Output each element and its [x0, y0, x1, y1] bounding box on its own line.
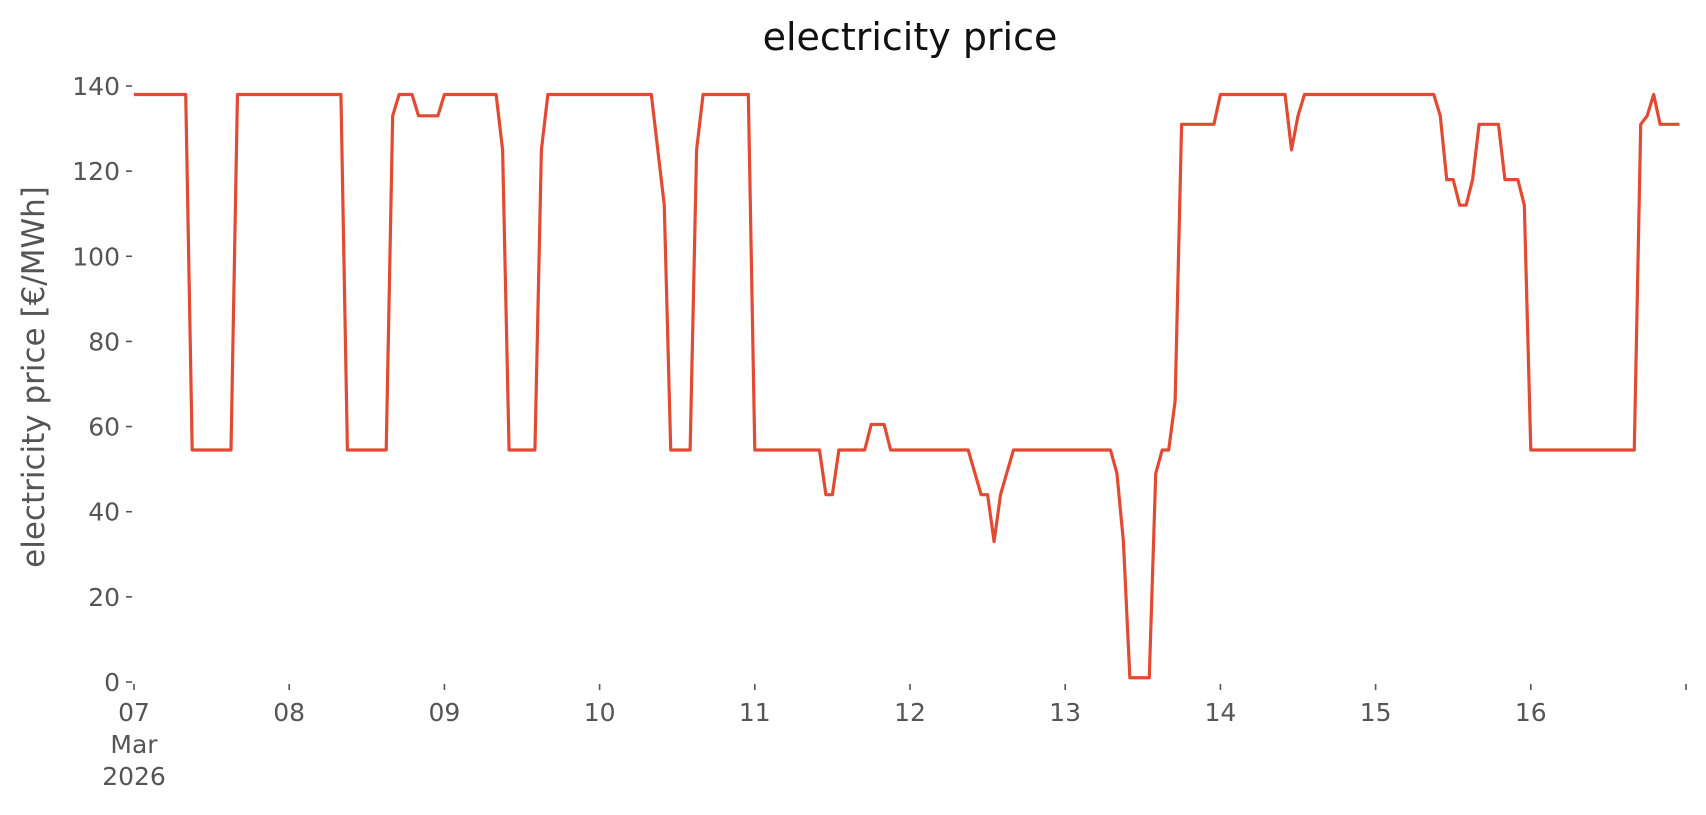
y-tick-label: 60	[88, 413, 120, 442]
y-tick-label: 20	[88, 583, 120, 612]
x-tick-label: 11	[739, 698, 771, 727]
y-tick-label: 100	[72, 242, 120, 271]
y-axis-label: electricity price [€/MWh]	[16, 186, 52, 568]
series-line	[134, 92, 1680, 680]
x-tick-label: 13	[1049, 698, 1081, 727]
y-tick-label: 80	[88, 327, 120, 356]
x-tick-label: 10	[584, 698, 616, 727]
plot-area	[134, 92, 1680, 680]
x-tick-sublabel: Mar	[110, 730, 158, 759]
y-tick-label: 0	[104, 668, 120, 697]
y-tick-label: 140	[72, 72, 120, 101]
x-tick-label: 16	[1515, 698, 1547, 727]
y-tick-label: 120	[72, 157, 120, 186]
x-tick-label: 09	[428, 698, 460, 727]
x-tick-label: 08	[273, 698, 305, 727]
x-tick-label: 15	[1360, 698, 1392, 727]
x-tick-label: 14	[1204, 698, 1236, 727]
chart-title: electricity price	[763, 15, 1058, 59]
x-tick-sublabel: 2026	[102, 762, 166, 791]
x-axis: 07 Mar 2026 08 09 10 11 12 13 14 15 16	[102, 684, 1687, 791]
x-tick-label: 07	[118, 698, 150, 727]
x-tick-label: 12	[894, 698, 926, 727]
y-tick-label: 40	[88, 498, 120, 527]
y-axis: 0 20 40 60 80 100 120 140	[72, 72, 132, 697]
